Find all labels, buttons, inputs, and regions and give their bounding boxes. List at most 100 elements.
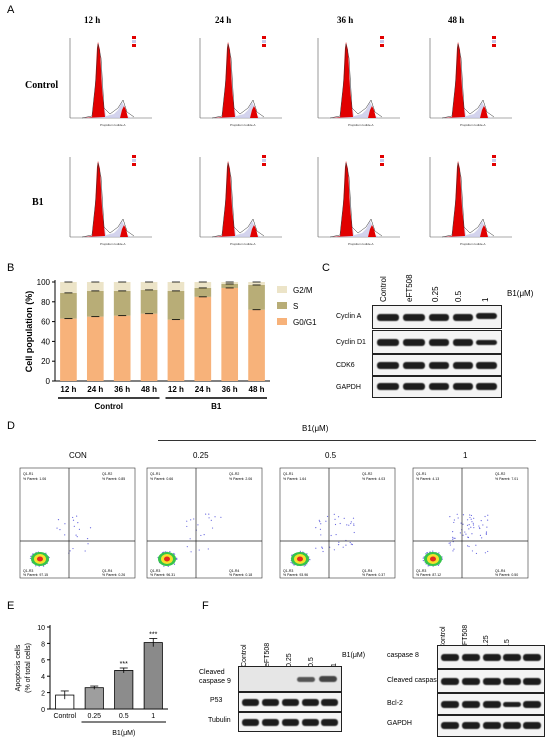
y-tick-label: 100 [37, 278, 51, 287]
event-dot [89, 527, 92, 529]
y-tick-label: 80 [41, 298, 50, 307]
event-dot [299, 550, 301, 553]
event-dot [462, 534, 464, 536]
quadrant-percent: % Parent: 96.31 [150, 573, 175, 577]
event-dot [319, 528, 322, 530]
quadrant-name: Q1-R1 [23, 472, 33, 476]
quadrant-name: Q1-R4 [102, 569, 112, 573]
flow-title-05: 0.5 [325, 451, 337, 460]
event-dot [485, 531, 488, 533]
event-dot [64, 523, 66, 525]
event-dot [453, 519, 455, 521]
y-tick-label: 0 [41, 707, 45, 714]
event-dot [471, 533, 473, 535]
legend-swatch [277, 318, 287, 325]
y-tick-label: 6 [41, 658, 45, 665]
event-dot [472, 522, 474, 524]
event-dot [484, 552, 487, 554]
y-tick-label: 10 [37, 625, 45, 632]
event-dot [351, 543, 353, 546]
legend-swatch [277, 302, 287, 309]
quadrant-name: Q1-R2 [362, 472, 372, 476]
event-dot [73, 525, 75, 527]
event-dot [208, 513, 210, 515]
quadrant-name: Q1-R1 [416, 472, 426, 476]
cell-cycle-histograms: Propidium Iodide-A [69, 35, 513, 247]
bar-segment [86, 316, 104, 381]
event-dot [456, 513, 458, 515]
event-dot [35, 565, 37, 567]
blot-cleaved-caspase8 [437, 669, 545, 693]
quadrant-percent: % Parent: 2.06 [229, 477, 252, 481]
event-dot [333, 513, 335, 515]
histogram-control-24h [199, 35, 283, 128]
bar-segment [86, 290, 104, 317]
f-protein-p53: P53 [210, 697, 223, 704]
event-dot [77, 522, 79, 524]
event-dot [349, 541, 351, 544]
time-header-24h: 24 h [215, 15, 232, 25]
event-dot [353, 524, 355, 527]
event-dot [350, 543, 352, 545]
event-dot [325, 520, 327, 522]
bar-segment [248, 284, 265, 310]
bar-segment [167, 290, 185, 320]
quadrant-name: Q1-R3 [416, 569, 426, 573]
event-dot [475, 552, 478, 555]
event-dot [167, 565, 169, 567]
group-label-b1: B1(μM) [302, 424, 329, 433]
histogram-control-12h [69, 35, 153, 128]
event-dot [471, 521, 473, 523]
event-dot [29, 557, 32, 559]
y-axis-label: Cell population (%) [24, 291, 34, 373]
histogram-b1-12h [69, 154, 153, 247]
event-dot [346, 524, 348, 526]
event-dot [292, 564, 295, 566]
x-tick-label: 0.25 [87, 713, 101, 720]
event-dot [449, 542, 451, 544]
bar-segment [113, 290, 131, 316]
event-dot [334, 523, 337, 526]
event-dot [484, 515, 486, 518]
bar-segment [60, 282, 77, 293]
density-core [297, 556, 303, 562]
quadrant-percent: % Parent: 4.13 [416, 477, 439, 481]
x-tick-label: 12 h [168, 385, 184, 394]
event-dot [462, 514, 465, 516]
quadrant-name: Q1-R2 [229, 472, 239, 476]
quadrant-name: Q1-R3 [150, 569, 160, 573]
apoptosis-bar-chart: 0 2 4 6 8 10 Apoptosis cells (% of total cells)… [15, 625, 168, 737]
event-dot [42, 565, 45, 567]
event-dot [487, 550, 489, 553]
f-left-lane-control: Control [241, 644, 248, 667]
event-dot [473, 517, 475, 519]
event-dot [211, 527, 214, 529]
quadrant-name: Q1-R4 [495, 569, 505, 573]
blot-p53 [238, 692, 342, 712]
time-header-48h: 48 h [448, 15, 465, 25]
quadrant-name: Q1-R4 [362, 569, 372, 573]
event-dot [186, 525, 188, 528]
event-dot [422, 557, 424, 559]
x-tick-label: 36 h [114, 385, 130, 394]
event-dot [486, 526, 488, 528]
event-dot [333, 549, 335, 551]
event-dot [475, 544, 477, 546]
event-dot [452, 536, 454, 538]
blot-cyclin-a [372, 305, 502, 329]
bar-segment [194, 287, 212, 297]
event-dot [57, 519, 60, 521]
event-dot [337, 544, 340, 546]
event-dot [205, 513, 207, 515]
lane-label-05: 0.5 [454, 290, 463, 302]
event-dot [471, 550, 474, 552]
event-dot [470, 518, 472, 520]
event-dot [72, 516, 74, 519]
event-dot [321, 546, 323, 548]
event-dot [309, 559, 311, 561]
f-left-unit: B1(μM) [342, 652, 366, 659]
x-tick-label: 36 h [222, 385, 238, 394]
legend-label: S [293, 302, 298, 311]
x-tick-label: 48 h [249, 385, 265, 394]
event-dot [459, 532, 461, 534]
